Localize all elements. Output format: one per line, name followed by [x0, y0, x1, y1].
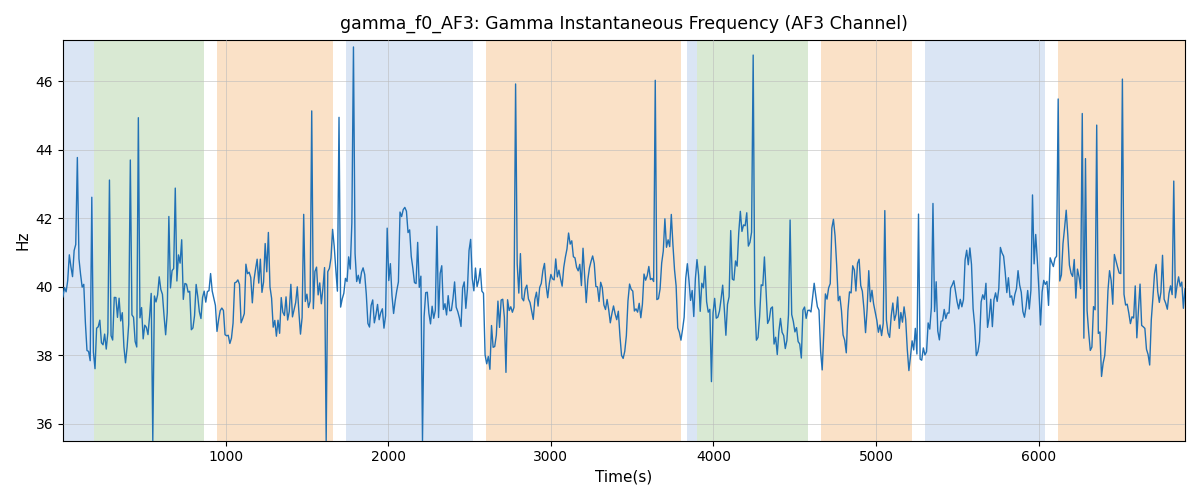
Bar [697, 40, 808, 440]
X-axis label: Time(s): Time(s) [595, 470, 653, 485]
Bar [1058, 40, 1184, 440]
Bar [486, 40, 680, 440]
Bar [821, 40, 912, 440]
Bar [94, 40, 204, 440]
Bar [346, 40, 473, 440]
Bar [688, 40, 697, 440]
Bar [925, 40, 1045, 440]
Y-axis label: Hz: Hz [16, 230, 30, 250]
Bar [62, 40, 94, 440]
Bar [217, 40, 332, 440]
Title: gamma_f0_AF3: Gamma Instantaneous Frequency (AF3 Channel): gamma_f0_AF3: Gamma Instantaneous Freque… [340, 15, 908, 34]
